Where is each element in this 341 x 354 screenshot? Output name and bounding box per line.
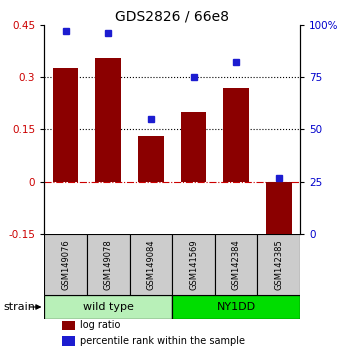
Bar — [215, 234, 257, 295]
Text: log ratio: log ratio — [80, 320, 120, 330]
Bar — [62, 321, 75, 330]
Bar — [266, 182, 292, 251]
Bar — [223, 87, 249, 182]
Text: GSM142384: GSM142384 — [232, 239, 241, 290]
Bar — [138, 136, 164, 182]
Text: NY1DD: NY1DD — [217, 302, 256, 312]
Bar — [257, 234, 300, 295]
Bar — [62, 336, 75, 346]
Text: GSM142385: GSM142385 — [274, 239, 283, 290]
Bar — [172, 234, 215, 295]
Bar — [181, 112, 206, 182]
Text: GSM141569: GSM141569 — [189, 239, 198, 290]
Bar — [172, 295, 300, 319]
Title: GDS2826 / 66e8: GDS2826 / 66e8 — [115, 10, 229, 24]
Bar — [95, 58, 121, 182]
Text: percentile rank within the sample: percentile rank within the sample — [80, 336, 245, 346]
Bar — [53, 68, 78, 182]
Bar — [44, 295, 172, 319]
Text: strain: strain — [3, 302, 35, 312]
Text: GSM149076: GSM149076 — [61, 239, 70, 290]
Text: wild type: wild type — [83, 302, 134, 312]
Bar — [130, 234, 172, 295]
Text: GSM149078: GSM149078 — [104, 239, 113, 290]
Text: GSM149084: GSM149084 — [146, 239, 155, 290]
Bar — [87, 234, 130, 295]
Bar — [44, 234, 87, 295]
